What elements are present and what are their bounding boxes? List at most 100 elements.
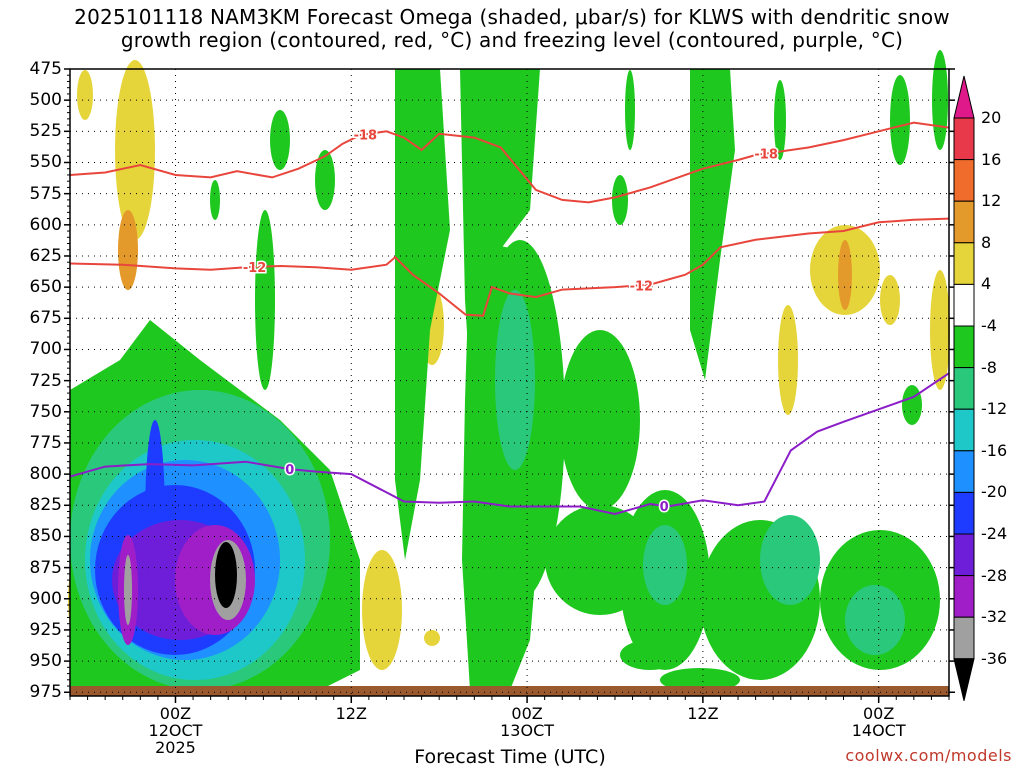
dgz-minus12-contour-label: -12: [630, 279, 654, 294]
omega-shaded-region: [774, 80, 786, 160]
freezing-level-contour-label: 0: [660, 500, 669, 515]
y-tick-label: 600: [29, 214, 62, 235]
omega-shaded-region: [838, 240, 852, 310]
omega-shaded-region: [930, 270, 950, 390]
colorbar-bin: [953, 533, 975, 577]
omega-shaded-region: [760, 515, 820, 605]
colorbar-bin: [953, 117, 975, 161]
dgz-minus18-contour-label: -18: [754, 148, 778, 163]
x-tick-label: 13OCT: [500, 721, 555, 740]
colorbar-bin: [953, 616, 975, 660]
colorbar-bin: [953, 491, 975, 535]
y-tick-label: 650: [29, 277, 62, 298]
colorbar-top-triangle: [953, 75, 975, 119]
omega-shaded-region: [845, 585, 905, 655]
dgz-minus12-contour-label: -12: [243, 261, 267, 276]
y-tick-label: 875: [29, 557, 62, 578]
y-tick-label: 925: [29, 619, 62, 640]
chart-title-line1: 2025101118 NAM3KM Forecast Omega (shaded…: [74, 5, 950, 29]
y-tick-label: 850: [29, 526, 62, 547]
freezing-level-contour-line: [69, 372, 950, 516]
omega-shaded-region: [902, 385, 922, 425]
x-tick-label: 00Z: [511, 704, 543, 723]
x-tick-label: 12Z: [687, 704, 719, 723]
omega-shaded-region: [643, 525, 687, 605]
omega-shaded-region: [495, 290, 535, 470]
omega-shaded-region: [424, 630, 440, 646]
colorbar-label: 4: [981, 274, 992, 294]
omega-shaded-region: [612, 175, 628, 225]
y-tick-label: 950: [29, 651, 62, 672]
x-tick-label: 12OCT: [148, 721, 203, 740]
y-tick-label: 825: [29, 495, 62, 516]
omega-shaded-region: [124, 555, 132, 625]
colorbar-bin: [953, 242, 975, 285]
y-tick-label: 700: [29, 339, 62, 360]
omega-shaded-region: [115, 60, 155, 240]
colorbar-label: -32: [981, 607, 1008, 627]
x-tick-label: 2025: [155, 738, 196, 757]
credit-text: coolwx.com/models: [845, 746, 1012, 765]
colorbar-bin: [953, 450, 975, 493]
omega-shaded-region: [215, 542, 237, 608]
colorbar-bin: [953, 200, 975, 244]
dgz-minus12-contour-line: [69, 217, 950, 317]
dgz-minus18-contour-label: -18: [354, 128, 378, 143]
colorbar-label: -20: [981, 482, 1008, 502]
colorbar-bin: [953, 367, 975, 410]
y-tick-label: 900: [29, 588, 62, 609]
y-tick-label: 575: [29, 183, 62, 204]
omega-shaded-region: [890, 75, 910, 165]
colorbar-label: -24: [981, 524, 1008, 543]
omega-shaded-region: [880, 275, 900, 325]
colorbar-bin: [953, 283, 975, 327]
x-tick-label: 00Z: [159, 704, 192, 723]
omega-shaded-region: [255, 210, 275, 390]
x-axis-label: Forecast Time (UTC): [414, 746, 606, 768]
omega-shaded-region: [625, 70, 635, 150]
colorbar-bin: [953, 325, 975, 369]
y-tick-label: 675: [29, 308, 62, 329]
y-tick-label: 800: [29, 464, 62, 485]
omega-shaded-region: [560, 330, 640, 510]
ground-surface-strip: [70, 686, 949, 696]
omega-shaded-region: [77, 70, 93, 120]
y-tick-label: 775: [29, 432, 62, 453]
omega-shaded-region: [395, 69, 450, 560]
colorbar-label: -12: [981, 399, 1008, 419]
colorbar-label: -16: [981, 440, 1008, 460]
colorbar-label: -4: [981, 316, 997, 335]
colorbar-bin: [953, 575, 975, 618]
colorbar-bottom-triangle: [953, 658, 975, 701]
omega-shaded-region: [210, 180, 220, 220]
colorbar-label: -8: [981, 357, 997, 377]
y-tick-label: 625: [29, 245, 62, 266]
colorbar-bin: [953, 159, 975, 202]
y-tick-label: 525: [29, 121, 62, 142]
omega-shaded-region: [778, 305, 798, 415]
omega-shaded-region: [315, 150, 335, 210]
y-tick-label: 725: [29, 370, 62, 391]
colorbar-label: 12: [981, 191, 1002, 211]
omega-shaded-region: [118, 210, 138, 290]
omega-shaded-region: [270, 110, 290, 170]
x-tick-label: 00Z: [863, 704, 895, 723]
y-tick-label: 550: [29, 152, 62, 173]
x-tick-label: 12Z: [335, 704, 367, 723]
y-tick-label: 475: [29, 59, 62, 79]
colorbar-label: -36: [981, 648, 1008, 668]
colorbar-label: 16: [981, 149, 1002, 169]
omega-shaded-region: [620, 640, 680, 670]
x-tick-label: 14OCT: [851, 721, 906, 740]
chart-title-line2: growth region (contoured, red, °C) and f…: [120, 28, 904, 52]
omega-shaded-region: [362, 550, 402, 670]
y-tick-label: 750: [29, 401, 62, 422]
colorbar-label: 8: [981, 232, 992, 252]
freezing-level-contour-label: 0: [285, 463, 294, 478]
dgz-minus18-contour-line: [69, 121, 950, 204]
colorbar-label: 20: [981, 108, 1002, 127]
y-tick-label: 975: [29, 682, 62, 703]
colorbar-label: -28: [981, 565, 1008, 585]
colorbar-bin: [953, 408, 975, 452]
